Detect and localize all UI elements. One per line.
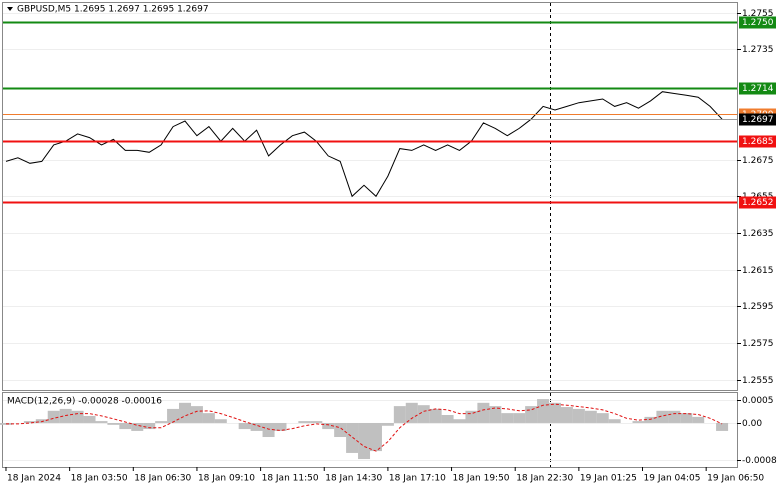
macd-bar [501,413,514,423]
y-tick-label: 1.2575 [742,339,774,349]
macd-bar [214,419,227,423]
macd-bar [83,415,96,423]
macd-bar [250,422,263,431]
macd-bar [167,408,180,423]
price-line [5,91,723,198]
macd-bar [381,422,394,426]
macd-bar [417,405,430,423]
macd-panel [2,392,738,468]
y-tick-label: 1.2615 [742,266,774,276]
macd-bar [310,421,323,423]
macd-bar [393,406,406,423]
x-tick-label: 19 Jan 06:50 [707,474,764,484]
macd-bar [95,421,108,423]
signal-line [6,403,723,452]
macd-bar [716,422,729,431]
macd-bar [322,422,335,430]
macd-bar [262,422,275,438]
y-tick-label: 0.0005 [742,396,774,406]
macd-bar [525,406,538,423]
macd-bar [202,413,215,423]
macd-bar [692,416,705,423]
x-tick-label: 19 Jan 04:05 [644,474,701,484]
macd-bar [334,422,347,438]
macd-bar [596,413,609,423]
y-tick-label: 1.2635 [742,229,774,239]
macd-title: MACD(12,26,9) -0.00028 -0.00016 [7,397,162,407]
macd-bar [179,402,192,423]
macd-bar [155,421,168,423]
macd-bar [572,408,585,423]
macd-bar [143,422,156,430]
macd-bar [644,416,657,423]
y-tick-label: 1.2675 [742,156,774,166]
y-tick-label: 1.2755 [742,9,774,19]
level-label: 1.2714 [742,84,774,94]
y-tick-label: -0.0008 [742,456,777,466]
macd-bar [608,419,621,423]
level-label: 1.2750 [742,18,774,28]
macd-bar [358,422,371,460]
macd-bar [465,410,478,423]
macd-bar [453,419,466,423]
x-tick-label: 18 Jan 19:50 [453,474,510,484]
macd-bar [23,421,36,423]
level-label-box [739,196,776,209]
chart-title: GBPUSD,M5 1.2695 1.2697 1.2695 1.2697 [17,5,209,15]
macd-bar [489,406,502,423]
macd-bar [346,422,359,453]
x-tick-label: 18 Jan 22:30 [516,474,573,484]
macd-bar [0,422,12,425]
macd-bar [537,399,550,423]
x-tick-label: 18 Jan 09:10 [198,474,255,484]
macd-bar [107,422,120,425]
macd-bar [548,402,561,423]
y-tick-label: 1.2735 [742,45,774,55]
macd-bar [405,402,418,423]
x-tick-label: 18 Jan 14:30 [325,474,382,484]
x-tick-label: 18 Jan 06:30 [134,474,191,484]
level-label-box [739,82,776,95]
macd-bar [477,402,490,423]
macd-bar [560,407,573,423]
x-tick-label: 18 Jan 17:10 [389,474,446,484]
level-label: 1.2652 [742,198,774,208]
macd-bar [131,422,144,431]
level-label: 1.2685 [742,137,774,147]
macd-bar [119,422,132,430]
menu-arrow [7,7,13,11]
y-tick-label: 1.2595 [742,302,774,312]
plot-layer: 18 Jan 2024 18 Jan 03:50 18 Jan 06:30 18 Ja… [0,9,777,484]
level-label: 1.2697 [742,115,774,125]
macd-bar [369,422,382,452]
y-tick-label: 1.2555 [742,376,774,386]
macd-bar [429,408,442,423]
x-tick-label: 18 Jan 2024 [7,474,61,484]
macd-bar [680,413,693,423]
macd-bar [298,421,311,423]
level-label-box [739,135,776,148]
macd-bar [190,406,203,423]
x-tick-label: 19 Jan 01:25 [580,474,637,484]
macd-bar [656,410,669,423]
y-tick-label: 0.00 [742,419,762,429]
macd-bar [274,422,287,431]
macd-bar [71,410,84,423]
macd-bar [238,422,251,430]
macd-bar [668,410,681,423]
macd-bar [47,410,60,423]
macd-bar [632,421,645,423]
macd-bar [441,415,454,423]
x-tick-label: 18 Jan 03:50 [71,474,128,484]
x-tick-label: 18 Jan 11:50 [262,474,319,484]
level-label-box [739,16,776,29]
macd-bar [584,410,597,423]
macd-bar [513,413,526,423]
level-label-box [739,113,776,126]
